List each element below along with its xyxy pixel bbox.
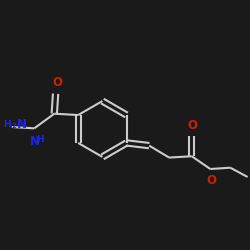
Text: H: H	[3, 120, 10, 129]
Text: O: O	[206, 174, 216, 187]
Text: N: N	[16, 118, 26, 131]
Text: O: O	[187, 119, 197, 132]
Text: 2: 2	[12, 123, 16, 129]
Text: H: H	[36, 135, 44, 144]
Text: N: N	[30, 135, 40, 148]
Text: O: O	[52, 76, 62, 90]
